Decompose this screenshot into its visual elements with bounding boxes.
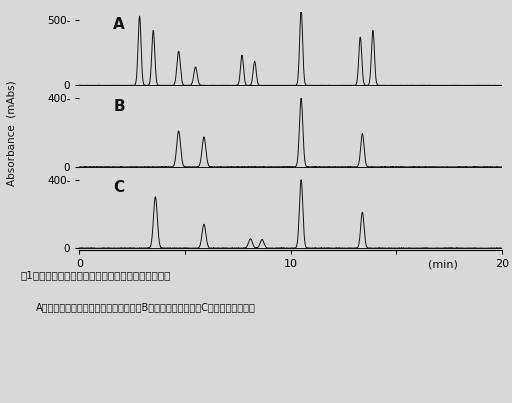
Text: (min): (min) [428,260,457,270]
Text: A：カテキン８種及びカフェイン標品、B：上級玉露抽出液、C：上級煎茶抽出液: A：カテキン８種及びカフェイン標品、B：上級玉露抽出液、C：上級煎茶抽出液 [36,302,255,312]
Text: 図1　カテキン標品及び緑茶抽出液のクロマトグラム: 図1 カテキン標品及び緑茶抽出液のクロマトグラム [20,270,171,280]
Text: A: A [113,17,125,32]
Text: Absorbance  (mAbs): Absorbance (mAbs) [6,80,16,186]
Text: C: C [113,180,124,195]
Text: B: B [113,99,125,114]
